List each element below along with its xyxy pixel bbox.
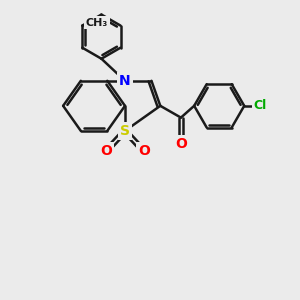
Text: CH₃: CH₃	[86, 18, 108, 28]
Text: N: N	[119, 74, 131, 88]
Text: S: S	[120, 124, 130, 138]
Text: O: O	[100, 145, 112, 158]
Text: O: O	[175, 137, 187, 151]
Text: Cl: Cl	[254, 99, 267, 112]
Text: O: O	[138, 145, 150, 158]
